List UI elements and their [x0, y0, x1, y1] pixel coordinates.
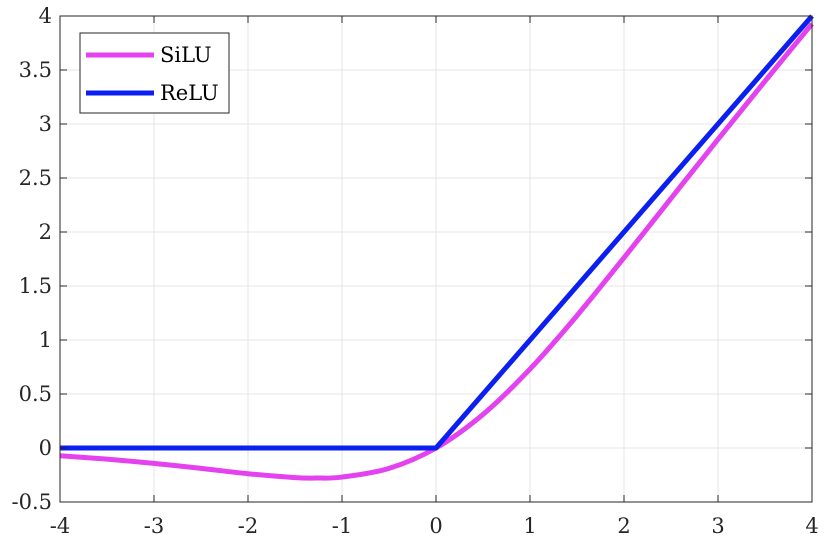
y-tick-label: 0: [39, 436, 52, 460]
y-tick-label: 4: [39, 4, 52, 28]
y-tick-label: -0.5: [12, 490, 53, 514]
x-tick-label: -2: [238, 514, 258, 538]
y-tick-label: 2.5: [19, 166, 52, 190]
series-layer: [59, 14, 814, 481]
x-tick-label: -4: [50, 514, 70, 538]
ticks: -4 -3 -2 -1 0 1 2 3 4 -0.5 0 0.5 1 1.5 2 2.5 3 3.5 4: [12, 4, 819, 538]
series-line-relu: [60, 14, 814, 451]
x-tick-label: 0: [429, 514, 442, 538]
x-tick-label: 3: [711, 514, 724, 538]
x-tick-label: -1: [332, 514, 352, 538]
y-tick-label: 3: [39, 112, 52, 136]
legend: SiLU ReLU: [79, 32, 230, 114]
legend-box: [79, 32, 230, 114]
legend-label-silu: SiLU: [160, 43, 212, 67]
y-tick-label: 0.5: [19, 382, 52, 406]
y-tick-label: 3.5: [19, 58, 52, 82]
x-tick-label: 2: [617, 514, 630, 538]
x-tick-label: 4: [805, 514, 818, 538]
y-tick-label: 1.5: [19, 274, 52, 298]
x-tick-label: 1: [523, 514, 536, 538]
x-tick-label: -3: [144, 514, 164, 538]
y-tick-label: 1: [39, 328, 52, 352]
y-tick-label: 2: [39, 220, 52, 244]
legend-label-relu: ReLU: [160, 81, 219, 105]
